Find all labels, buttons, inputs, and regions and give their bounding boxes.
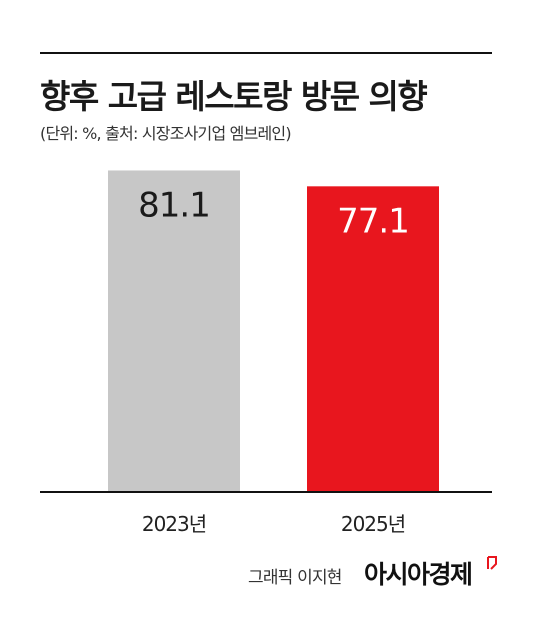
chart-title: 향후 고급 레스토랑 방문 의향 [40,77,428,116]
bar-2025년 [307,186,439,493]
category-label: 2023년 [142,512,206,536]
category-label: 2025년 [341,512,405,536]
bar-2023년 [108,170,240,493]
value-label: 77.1 [337,201,409,241]
brand-logo-text: 아시아경제 [364,560,473,589]
chart-subtitle: (단위: %, 출처: 시장조사기업 엠브레인) [40,124,292,143]
brand-mark-icon [487,556,497,570]
top-rule [40,52,492,54]
value-label: 81.1 [138,185,210,225]
graphic-credit: 그래픽 이지현 [248,568,342,588]
